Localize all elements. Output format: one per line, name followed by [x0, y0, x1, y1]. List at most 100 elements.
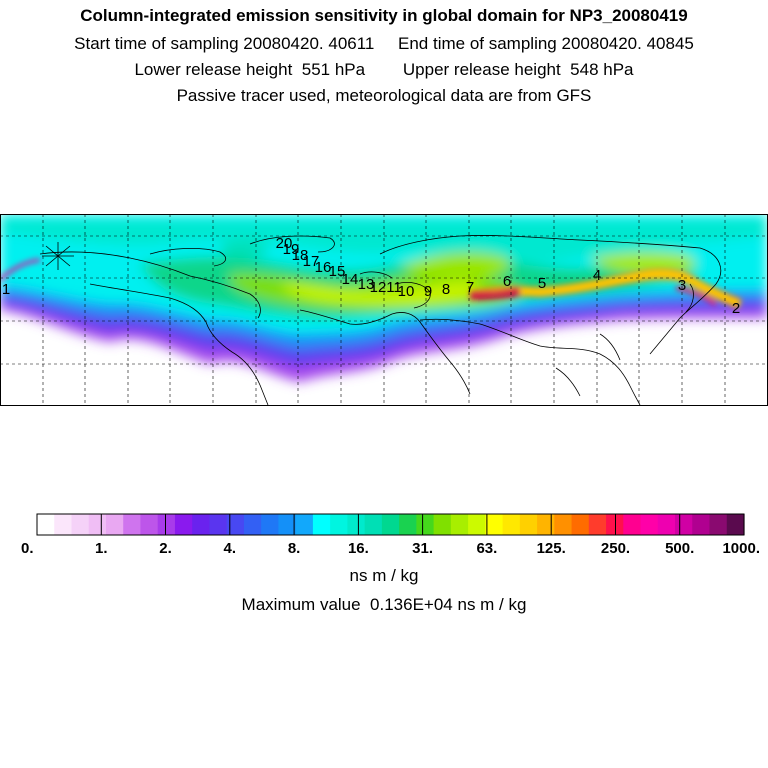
trajectory-label: 14 [342, 271, 359, 288]
colorbar-swatch [174, 514, 193, 535]
trajectory-label: 17 [303, 253, 320, 270]
colorbar-swatch [485, 514, 504, 535]
colorbar-swatch [54, 514, 73, 535]
trajectory-label: 7 [466, 279, 474, 296]
colorbar-swatch [123, 514, 142, 535]
colorbar-swatch [709, 514, 728, 535]
sampling-times: Start time of sampling 20080420. 40611 E… [0, 34, 768, 54]
colorbar-swatch [209, 514, 228, 535]
colorbar-tick-label: 31. [412, 540, 433, 557]
trajectory-label: 16 [315, 259, 332, 276]
colorbar-swatch [364, 514, 383, 535]
trajectory-label: 18 [292, 247, 309, 264]
colorbar-swatch [347, 514, 366, 535]
colorbar: 0. 1. 2. 4. 8. 16. 31. 63. 125. 250. 500. 1000. [21, 513, 760, 557]
colorbar-swatch [330, 514, 348, 535]
colorbar-swatch [140, 514, 159, 535]
colorbar-swatch [71, 514, 90, 535]
colorbar-tick-label: 4. [224, 540, 237, 557]
colorbar-tick-label: 1000. [722, 540, 760, 557]
colorbar-swatch [692, 514, 711, 535]
trajectory-label: 5 [538, 275, 546, 292]
colorbar-swatch [312, 514, 331, 535]
trajectory-label: 10 [398, 283, 415, 300]
maximum-value-label: Maximum value [241, 595, 361, 614]
colorbar-swatch [571, 514, 590, 535]
colorbar-tick-label: 2. [159, 540, 172, 557]
colorbar-tick-labels: 0. 1. 2. 4. 8. 16. 31. 63. 125. 250. 500. 1000. [21, 540, 760, 557]
colorbar-tick-label: 0. [21, 540, 34, 557]
trajectory-label: 15 [329, 263, 346, 280]
lower-release-label: Lower release height [134, 60, 293, 79]
plot-title: Column-integrated emission sensitivity i… [80, 6, 688, 25]
colorbar-swatch [381, 514, 400, 535]
colorbar-swatch [519, 514, 538, 535]
colorbar-swatch [37, 514, 55, 535]
model-note: Passive tracer used, meteorological data… [176, 86, 592, 105]
colorbar-swatch [537, 514, 555, 535]
colorbar-tick-label: 16. [348, 540, 369, 557]
end-time-label: End time of sampling [398, 34, 557, 53]
colorbar-swatch [657, 514, 676, 535]
trajectory-label: 11 [386, 279, 402, 296]
trajectory-core [0, 258, 742, 309]
colorbar-swatch [88, 514, 107, 535]
maximum-value-number: 0.136E+04 ns m / kg [370, 595, 527, 614]
colorbar-swatch [468, 514, 486, 535]
colorbar-units: ns m / kg [349, 566, 419, 585]
maximum-value: Maximum value 0.136E+04 ns m / kg [0, 595, 768, 615]
trajectory-label: 19 [283, 241, 300, 258]
upper-release-label: Upper release height [402, 60, 561, 79]
colorbar-swatch [192, 514, 211, 535]
colorbar-tick-label: 8. [288, 540, 301, 557]
release-heights: Lower release height 551 hPa Upper relea… [0, 60, 768, 80]
start-time-label: Start time of sampling [74, 34, 239, 53]
colorbar-frame [36, 513, 745, 536]
colorbar-swatch [433, 514, 452, 535]
lower-release-value: 551 hPa [301, 60, 366, 79]
trajectory-label: 8 [442, 281, 450, 298]
trajectory-label: 3 [678, 277, 686, 294]
colorbar-swatch [588, 514, 607, 535]
trajectory-label: 12 [370, 279, 387, 296]
colorbar-swatch [278, 514, 297, 535]
trajectory-label: 6 [503, 273, 511, 290]
colorbar-swatch [226, 514, 245, 535]
colorbar-swatches [37, 514, 745, 535]
colorbar-tick-label: 500. [665, 540, 694, 557]
colorbar-swatch [416, 514, 435, 535]
colorbar-swatch [554, 514, 573, 535]
colorbar-swatch [502, 514, 521, 535]
colorbar-swatch [295, 514, 314, 535]
colorbar-swatch [105, 514, 124, 535]
colorbar-swatch [675, 514, 693, 535]
release-site-marker [42, 242, 74, 270]
colorbar-swatch [157, 514, 176, 535]
colorbar-swatch [399, 514, 417, 535]
trajectory-label: 4 [593, 267, 601, 284]
colorbar-tick-label: 63. [476, 540, 497, 557]
coastlines [39, 235, 722, 405]
end-time-value: 20080420. 40845 [561, 34, 694, 53]
colorbar-swatch [640, 514, 659, 535]
trajectory-label: 13 [358, 276, 375, 293]
colorbar-swatch [243, 514, 262, 535]
colorbar-swatch [623, 514, 642, 535]
colorbar-dividers [100, 514, 681, 535]
colorbar-tick-label: 1. [95, 540, 108, 557]
start-time-value: 20080420. 40611 [243, 34, 375, 53]
trajectory-label: 20 [276, 235, 293, 252]
trajectory-label: 2 [732, 300, 740, 317]
colorbar-swatch [726, 514, 745, 535]
trajectory-label: 9 [424, 283, 432, 300]
colorbar-swatch [606, 514, 624, 535]
colorbar-swatch [450, 514, 469, 535]
trajectory-label: 1 [2, 281, 10, 298]
upper-release-value: 548 hPa [570, 60, 634, 79]
colorbar-swatch [261, 514, 280, 535]
map-gridlines [0, 214, 767, 405]
colorbar-tick-label: 125. [537, 540, 566, 557]
colorbar-tick-label: 250. [601, 540, 630, 557]
